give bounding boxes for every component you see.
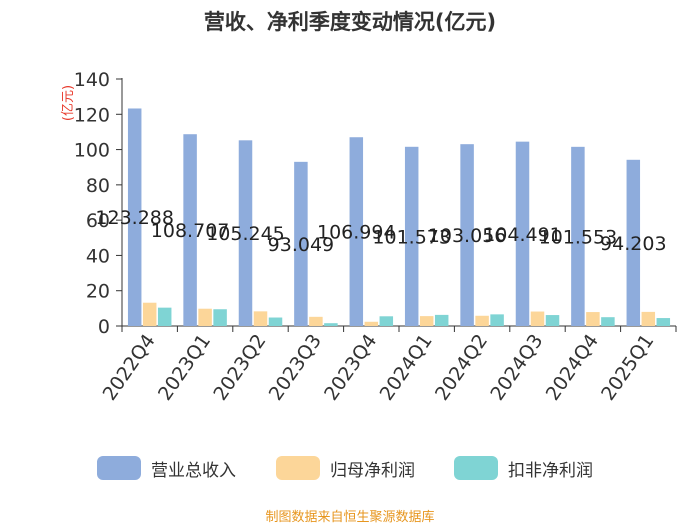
data-label-2024Q2: 103.056 [428,225,507,247]
chart-title: 营收、净利季度变动情况(亿元) [203,10,497,34]
x-tick-label: 2023Q1 [154,330,215,404]
x-tick-label: 2024Q4 [542,330,603,404]
x-tick-label: 2022Q4 [99,330,160,404]
bar-series-1-2022Q4 [142,302,157,326]
legend: 营业总收入 归母净利润 扣非净利润 [0,453,700,483]
y-tick-label: 20 [86,281,110,303]
bar-series-2-2022Q4 [157,307,172,326]
bar-series-2-2024Q3 [545,315,560,326]
bar-series-0-2024Q4 [571,146,585,326]
legend-swatch [454,456,498,480]
data-label-2024Q4: 101.553 [539,226,618,248]
source-note: 制图数据来自恒生聚源数据库 [265,510,435,525]
bar-series-1-2023Q1 [198,308,212,326]
y-tick-label: 100 [74,140,110,162]
bar-series-0-2024Q2 [460,144,474,326]
bar-series-0-2023Q2 [238,140,253,326]
data-labels: 123.288108.707105.24593.049106.994101.57… [95,207,666,256]
bar-series-2-2024Q1 [434,314,449,326]
legend-item-2[interactable]: 扣非净利润 [454,453,593,483]
bar-series-1-2025Q1 [641,311,656,326]
legend-swatch [97,456,141,480]
bar-series-2-2023Q2 [268,317,283,326]
legend-item-0[interactable]: 营业总收入 [97,453,236,483]
data-label-2023Q3: 93.049 [268,234,334,256]
x-tick-label: 2024Q2 [431,330,492,404]
legend-label: 归母净利润 [330,460,415,481]
y-tick-label: 60 [86,210,110,232]
y-tick-label: 120 [74,104,110,126]
data-label-2023Q4: 106.994 [317,222,396,244]
legend-swatch [276,456,320,480]
bar-series-2-2024Q4 [601,317,615,326]
x-tick-label: 2023Q4 [320,330,381,404]
bar-series-0-2025Q1 [626,159,641,326]
bar-series-0-2023Q4 [349,137,364,326]
x-tick-label: 2025Q1 [597,330,658,404]
bar-series-1-2024Q4 [586,312,600,326]
y-axis: 0 20 40 60 80 100 120 140 [74,69,123,338]
legend-label: 营业总收入 [151,460,236,481]
bar-series-1-2024Q1 [419,316,434,326]
legend-item-1[interactable]: 归母净利润 [276,453,415,483]
bar-series-2-2025Q1 [656,318,671,326]
data-label-2022Q4: 123.288 [95,207,174,229]
data-label-2023Q2: 105.245 [206,223,285,245]
bar-series-1-2023Q2 [253,311,268,326]
y-tick-label: 0 [98,316,110,338]
y-tick-label: 80 [86,175,110,197]
x-tick-label: 2024Q1 [376,330,437,404]
bars [127,108,671,326]
x-tick-label: 2023Q3 [265,330,326,404]
bar-series-1-2024Q3 [530,311,545,326]
x-tick-label: 2024Q3 [486,330,547,404]
bar-series-0-2022Q4 [127,108,142,326]
bar-series-0-2023Q3 [294,161,308,326]
x-tick-label: 2023Q2 [209,330,270,404]
data-label-2024Q3: 104.491 [483,224,562,246]
bar-series-2-2024Q2 [490,314,504,326]
data-label-2024Q1: 101.573 [372,226,451,248]
legend-label: 扣非净利润 [508,460,593,481]
bar-series-2-2023Q1 [213,309,227,326]
bar-series-1-2023Q4 [364,321,379,326]
bar-series-2-2023Q4 [379,316,394,326]
bar-series-2-2023Q3 [324,323,338,326]
data-label-2023Q1: 108.707 [151,220,230,242]
data-label-2025Q1: 94.203 [600,233,666,255]
y-tick-label: 40 [86,245,110,267]
bar-series-0-2023Q1 [183,134,197,326]
bar-series-0-2024Q3 [515,141,530,326]
y-tick-label: 140 [74,69,110,91]
bar-series-0-2024Q1 [404,146,419,326]
x-axis: 2022Q42023Q12023Q22023Q32023Q42024Q12024… [99,325,677,405]
bar-series-1-2023Q3 [309,316,323,326]
y-axis-unit-label: (亿元) [61,85,76,121]
bar-series-1-2024Q2 [475,315,489,326]
